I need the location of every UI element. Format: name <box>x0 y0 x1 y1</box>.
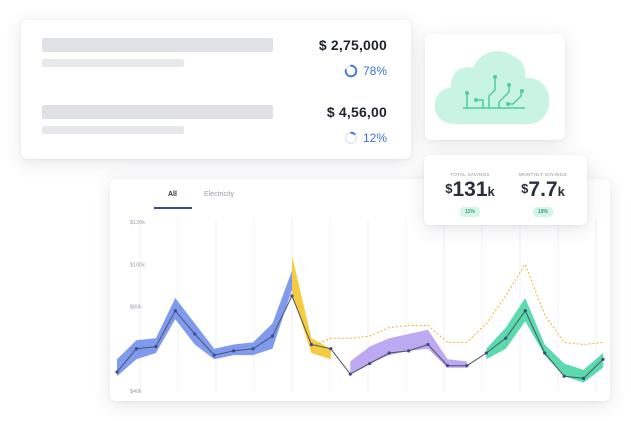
placeholder-title-bar <box>42 38 273 52</box>
monthly-savings-badge: 19% <box>532 207 553 217</box>
data-point <box>251 347 255 351</box>
data-point <box>134 347 139 351</box>
currency-symbol: $ <box>445 181 453 196</box>
chart-card: All Electricity $120k$100k$80k$60k$40k <box>110 179 610 401</box>
cloud-card <box>425 34 565 140</box>
data-point <box>368 361 372 366</box>
tab-electricity[interactable]: Electricity <box>204 191 234 198</box>
data-point <box>523 309 527 313</box>
stat-progress: 12% <box>344 131 387 145</box>
active-tab-indicator <box>154 207 192 209</box>
data-point <box>601 357 605 361</box>
data-point <box>484 351 488 355</box>
data-point <box>270 334 275 338</box>
monthly-savings-value: $7.7k <box>503 179 583 200</box>
series-range-green <box>486 298 603 383</box>
savings-card: TOTAL SAVINGS $131k 11% MONTHLY SAVINGS … <box>424 155 587 225</box>
placeholder-title-bar <box>42 105 273 119</box>
data-point <box>562 374 566 378</box>
series-forecast-line <box>311 263 604 348</box>
data-point <box>173 309 177 313</box>
stats-card: $ 2,75,000 78% $ 4,56,00 12% <box>21 20 411 159</box>
stat-amount: $ 2,75,000 <box>318 37 387 53</box>
usage-chart: $120k$100k$80k$60k$40k <box>115 219 605 395</box>
total-savings-value: $131k <box>430 179 510 200</box>
currency-symbol: $ <box>521 181 529 196</box>
data-point <box>212 353 216 357</box>
data-point <box>543 351 547 355</box>
data-point <box>387 351 391 355</box>
value-number: 7.7 <box>528 178 558 201</box>
value-number: 131 <box>452 178 488 201</box>
data-point <box>445 364 450 368</box>
progress-ring-icon <box>344 131 358 145</box>
total-savings-badge: 11% <box>460 207 480 217</box>
y-tick-label: $40k <box>130 389 142 395</box>
y-tick-label: $80k <box>130 305 142 311</box>
series-range-blue <box>117 270 292 377</box>
data-point <box>309 342 313 347</box>
total-savings: TOTAL SAVINGS $131k 11% <box>430 155 510 218</box>
stat-progress: 78% <box>344 64 387 78</box>
series-range-purple <box>350 329 467 375</box>
stat-percent: 12% <box>362 131 387 145</box>
series-range-yellow <box>292 255 331 360</box>
value-suffix: k <box>557 184 565 199</box>
data-point <box>581 376 586 380</box>
stat-row: $ 2,75,000 78% <box>21 34 411 94</box>
data-point <box>232 349 236 353</box>
data-point <box>348 372 352 376</box>
value-suffix: k <box>487 184 495 199</box>
tab-all[interactable]: All <box>168 191 177 198</box>
progress-ring-icon <box>344 64 358 78</box>
monthly-savings: MONTHLY SAVINGS $7.7k 19% <box>503 155 583 218</box>
placeholder-subtitle-bar <box>42 59 184 67</box>
data-point <box>426 342 430 347</box>
data-point <box>193 332 197 336</box>
y-tick-label: $120k <box>130 220 145 226</box>
data-point <box>115 370 119 374</box>
data-point <box>504 336 508 340</box>
cloud-circuit-icon <box>434 51 550 124</box>
placeholder-subtitle-bar <box>42 126 184 134</box>
y-tick-label: $100k <box>130 262 145 268</box>
data-point <box>407 349 411 353</box>
stat-percent: 78% <box>362 64 387 78</box>
data-point <box>329 347 333 351</box>
stat-amount: $ 4,56,00 <box>326 104 387 120</box>
data-point <box>154 345 158 349</box>
series-actual-line <box>116 294 604 379</box>
stat-row: $ 4,56,00 12% <box>21 101 411 161</box>
total-savings-label: TOTAL SAVINGS <box>450 172 490 177</box>
monthly-savings-label: MONTHLY SAVINGS <box>519 172 567 177</box>
data-point <box>465 364 469 368</box>
data-point <box>290 294 294 298</box>
